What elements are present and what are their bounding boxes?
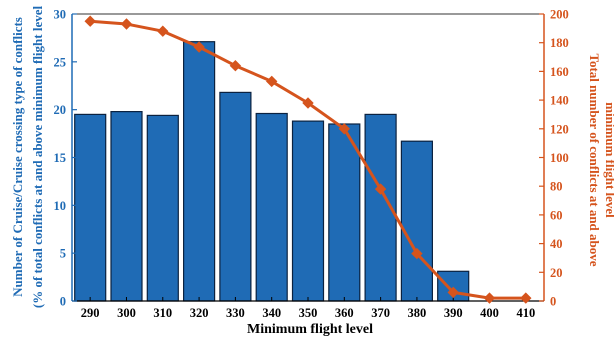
right-tick-label-20: 20 (550, 266, 563, 280)
x-tick-label-360: 360 (335, 306, 354, 320)
bar-300 (110, 110, 143, 302)
bars-layer (74, 41, 470, 302)
bar-290 (74, 113, 107, 302)
line-marker-300 (120, 18, 133, 30)
left-tick-label-5: 5 (60, 247, 66, 261)
line-marker-390 (447, 286, 459, 299)
right-axis-title-line-1: Total number of conflicts at and above (587, 53, 602, 266)
right-axis-title-line-2: minimum flight level (603, 102, 614, 218)
line-marker-380 (411, 247, 423, 260)
left-tick-label-20: 20 (54, 103, 67, 117)
line-marker-310 (157, 25, 169, 37)
left-tick-label-15: 15 (54, 151, 67, 165)
x-tick-label-410: 410 (516, 306, 535, 320)
right-tick-label-120: 120 (550, 122, 569, 136)
x-tick-label-300: 300 (117, 306, 136, 320)
bar-310 (146, 114, 179, 302)
x-tick-label-340: 340 (262, 306, 281, 320)
right-tick-label-180: 180 (550, 36, 569, 50)
left-tick-label-0: 0 (60, 295, 66, 309)
line-marker-370 (374, 183, 387, 195)
left-axis-title-line-2: (% of total conflicts at and above minim… (30, 6, 45, 309)
bar-320 (183, 41, 216, 302)
bar-380 (400, 140, 433, 302)
line-marker-330 (229, 59, 242, 72)
axes-layer: 0510152025300204060801001201401601802002… (54, 8, 569, 321)
line-marker-360 (338, 123, 351, 135)
line-marker-400 (483, 292, 496, 304)
right-tick-label-200: 200 (550, 8, 569, 22)
left-tick-label-10: 10 (54, 199, 67, 213)
x-tick-label-290: 290 (81, 306, 100, 320)
line-marker-340 (265, 75, 278, 88)
line-marker-350 (302, 97, 314, 109)
right-tick-label-40: 40 (550, 237, 563, 251)
bar-340 (255, 112, 288, 302)
x-tick-label-320: 320 (190, 306, 209, 320)
labels-layer: Minimum flight level Number of Cruise/Cr… (10, 6, 614, 337)
left-tick-label-25: 25 (54, 55, 67, 69)
x-tick-label-350: 350 (299, 306, 318, 320)
right-tick-label-100: 100 (550, 151, 569, 165)
line-layer (84, 15, 532, 304)
right-tick-label-160: 160 (550, 65, 569, 79)
right-tick-label-0: 0 (550, 295, 556, 309)
x-tick-label-330: 330 (226, 306, 245, 320)
left-axis-title-line-1: Number of Cruise/Cruise crossing type of… (10, 17, 25, 297)
x-tick-label-310: 310 (153, 306, 172, 320)
bar-350 (291, 120, 325, 302)
line-marker-320 (193, 41, 205, 53)
right-tick-label-140: 140 (550, 94, 569, 108)
x-tick-label-400: 400 (480, 306, 499, 320)
left-tick-label-30: 30 (54, 8, 67, 22)
bar-330 (219, 91, 252, 302)
line-marker-290 (84, 15, 96, 27)
x-tick-label-390: 390 (444, 306, 463, 320)
bar-360 (328, 123, 361, 302)
x-tick-label-380: 380 (408, 306, 427, 320)
right-tick-label-80: 80 (550, 180, 563, 194)
x-axis-title: Minimum flight level (247, 322, 373, 337)
right-tick-label-60: 60 (550, 208, 563, 222)
line-marker-410 (520, 292, 532, 304)
x-tick-label-370: 370 (371, 306, 390, 320)
